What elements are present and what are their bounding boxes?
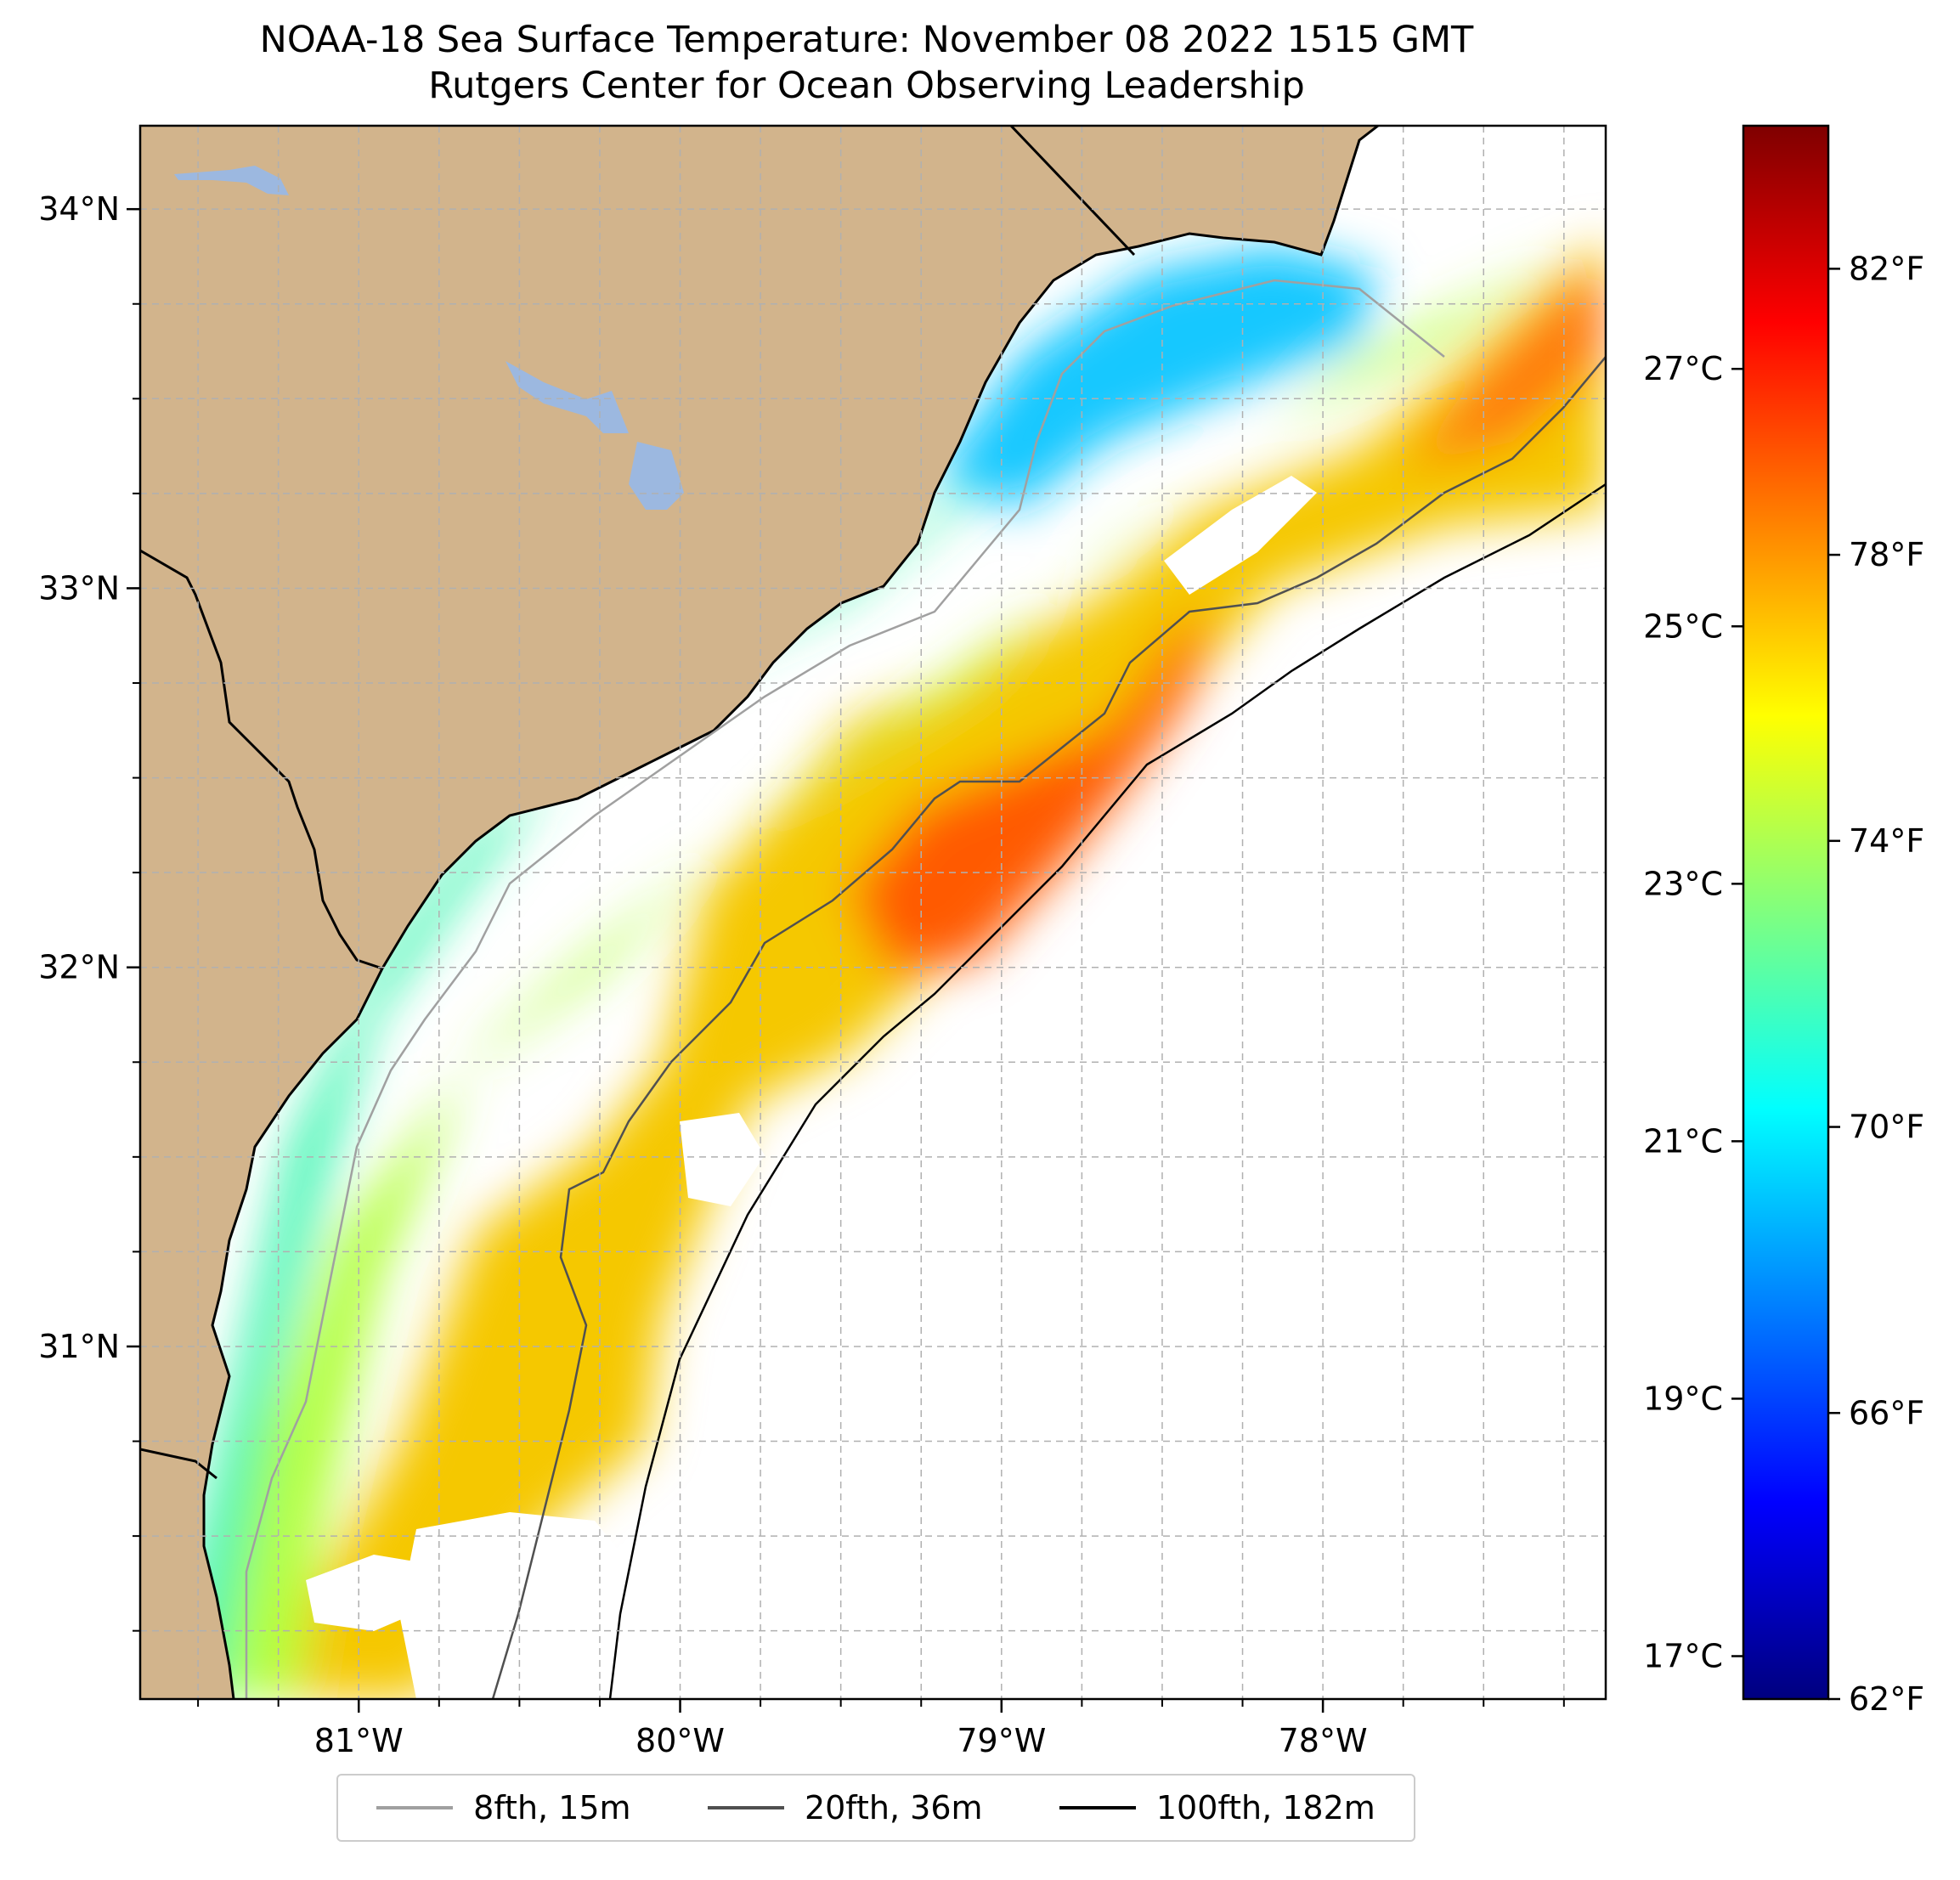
title-line-1: NOAA-18 Sea Surface Temperature: Novembe… xyxy=(259,19,1474,61)
map-area xyxy=(140,126,1606,1699)
lake-marion xyxy=(506,361,629,433)
colorbar-label-f: 70°F xyxy=(1849,1109,1924,1146)
contour-100fth xyxy=(608,483,1606,1699)
chart-title: NOAA-18 Sea Surface Temperature: Novembe… xyxy=(0,17,1733,109)
map-axes: 81°W 80°W 79°W 78°W 34°N 33°N 32°N 31°N xyxy=(38,190,1565,1759)
colorbar-label-c: 19°C xyxy=(1643,1380,1723,1417)
legend-item-100fth: 100fth, 182m xyxy=(1059,1789,1375,1826)
legend-label-100fth: 100fth, 182m xyxy=(1155,1789,1375,1826)
y-tick-label: 32°N xyxy=(38,949,120,986)
cloud-gaps xyxy=(306,476,1317,1699)
colorbar-label-f: 74°F xyxy=(1849,822,1924,860)
lake-moultrie xyxy=(629,442,684,510)
colorbar-label-c: 25°C xyxy=(1643,607,1723,645)
y-tick-label: 34°N xyxy=(38,190,120,228)
map-frame xyxy=(138,124,1607,1701)
gridlines xyxy=(140,126,1606,1699)
y-tick-label: 31°N xyxy=(38,1328,120,1365)
state-border-sc-ga xyxy=(140,549,383,970)
colorbar xyxy=(1742,124,1830,1701)
contour-8fth xyxy=(245,279,1445,1699)
colorbar-label-f: 66°F xyxy=(1849,1394,1924,1431)
colorbar-label-c: 21°C xyxy=(1643,1122,1723,1160)
legend-line-20fth xyxy=(707,1806,784,1809)
legend-label-8fth: 8fth, 15m xyxy=(473,1789,631,1826)
colorbar-label-f: 62°F xyxy=(1849,1680,1924,1718)
sst-northeast-warm xyxy=(1402,272,1606,467)
colorbar-label-c: 23°C xyxy=(1643,865,1723,902)
sst-gulf-stream-core xyxy=(850,612,1215,977)
legend-label-20fth: 20fth, 36m xyxy=(804,1789,983,1826)
y-tick-label: 33°N xyxy=(38,569,120,607)
colorbar-label-c: 17°C xyxy=(1643,1637,1723,1674)
colorbar-label-f: 82°F xyxy=(1849,250,1924,287)
title-line-2: Rutgers Center for Ocean Observing Leade… xyxy=(428,65,1305,107)
x-tick-label: 78°W xyxy=(1279,1722,1368,1759)
colorbar-label-c: 27°C xyxy=(1643,350,1723,387)
legend-line-8fth xyxy=(376,1806,454,1809)
legend-item-8fth: 8fth, 15m xyxy=(376,1789,631,1826)
legend-item-20fth: 20fth, 36m xyxy=(707,1789,983,1826)
state-border-ga-fl xyxy=(140,1448,217,1480)
sst-long-bay xyxy=(935,246,1376,510)
colorbar-ticks: 82°F 78°F 74°F 70°F 66°F 62°F 27°C 25°C 23°C 21°C… xyxy=(1643,250,1924,1718)
lake-northwest xyxy=(174,166,289,195)
state-border-nc-sc xyxy=(1009,126,1136,257)
x-tick-label: 79°W xyxy=(957,1722,1046,1759)
contour-legend: 8fth, 15m 20fth, 36m 100fth, 182m xyxy=(336,1774,1415,1842)
contour-20fth xyxy=(491,356,1606,1699)
coastline xyxy=(202,126,1379,1699)
x-tick-label: 80°W xyxy=(635,1722,725,1759)
x-tick-label: 81°W xyxy=(314,1722,404,1759)
colorbar-label-f: 78°F xyxy=(1849,536,1924,573)
land-mass xyxy=(140,126,1378,1699)
legend-line-100fth xyxy=(1059,1806,1136,1809)
